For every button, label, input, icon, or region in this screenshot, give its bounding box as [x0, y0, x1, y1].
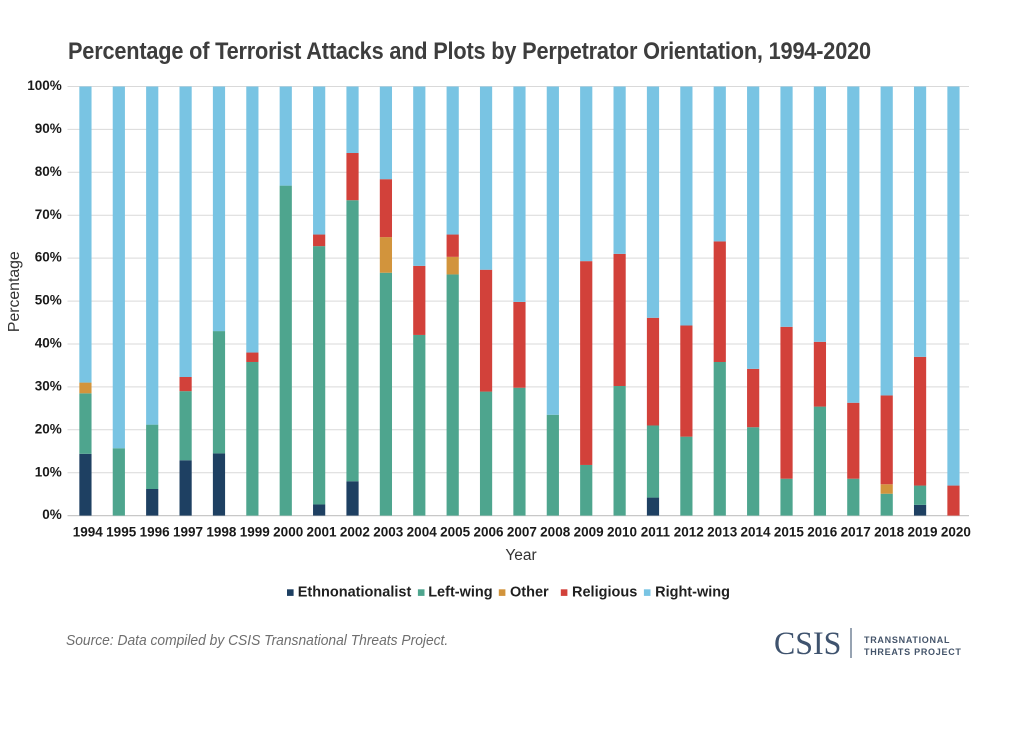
- svg-text:2007: 2007: [507, 525, 537, 540]
- svg-text:1995: 1995: [106, 525, 137, 540]
- svg-text:70%: 70%: [35, 207, 62, 222]
- svg-text:20%: 20%: [35, 421, 62, 436]
- svg-text:Right-wing: Right-wing: [655, 585, 730, 601]
- svg-text:90%: 90%: [35, 121, 62, 136]
- svg-text:80%: 80%: [35, 164, 62, 179]
- svg-text:Percentage: Percentage: [6, 251, 23, 332]
- svg-text:Ethnonationalist: Ethnonationalist: [298, 585, 412, 601]
- svg-text:Religious: Religious: [572, 585, 637, 601]
- svg-text:2013: 2013: [707, 525, 738, 540]
- svg-text:2010: 2010: [607, 525, 637, 540]
- svg-text:2017: 2017: [841, 525, 871, 540]
- svg-text:2003: 2003: [373, 525, 404, 540]
- svg-text:2019: 2019: [907, 525, 937, 540]
- svg-text:2005: 2005: [440, 525, 471, 540]
- svg-text:2004: 2004: [407, 525, 438, 540]
- svg-text:1998: 1998: [206, 525, 237, 540]
- svg-text:2020: 2020: [941, 525, 971, 540]
- svg-text:Left-wing: Left-wing: [428, 585, 492, 601]
- svg-text:50%: 50%: [35, 293, 62, 308]
- svg-text:1994: 1994: [73, 525, 104, 540]
- svg-text:10%: 10%: [35, 464, 62, 479]
- svg-text:Year: Year: [505, 547, 536, 564]
- svg-text:2012: 2012: [674, 525, 704, 540]
- svg-text:2000: 2000: [273, 525, 303, 540]
- svg-text:0%: 0%: [42, 507, 62, 522]
- svg-text:2002: 2002: [340, 525, 370, 540]
- svg-text:30%: 30%: [35, 379, 62, 394]
- svg-text:2008: 2008: [540, 525, 571, 540]
- svg-text:2016: 2016: [807, 525, 838, 540]
- svg-text:100%: 100%: [27, 78, 62, 93]
- svg-text:1996: 1996: [140, 525, 171, 540]
- svg-text:40%: 40%: [35, 336, 62, 351]
- svg-text:2015: 2015: [774, 525, 805, 540]
- svg-text:2009: 2009: [574, 525, 604, 540]
- svg-text:1999: 1999: [240, 525, 270, 540]
- svg-text:2006: 2006: [473, 525, 504, 540]
- svg-text:2018: 2018: [874, 525, 905, 540]
- svg-text:60%: 60%: [35, 250, 62, 265]
- svg-text:2001: 2001: [306, 525, 337, 540]
- svg-text:2011: 2011: [641, 525, 671, 540]
- svg-text:2014: 2014: [740, 525, 771, 540]
- svg-text:Other: Other: [510, 585, 549, 601]
- svg-text:1997: 1997: [173, 525, 203, 540]
